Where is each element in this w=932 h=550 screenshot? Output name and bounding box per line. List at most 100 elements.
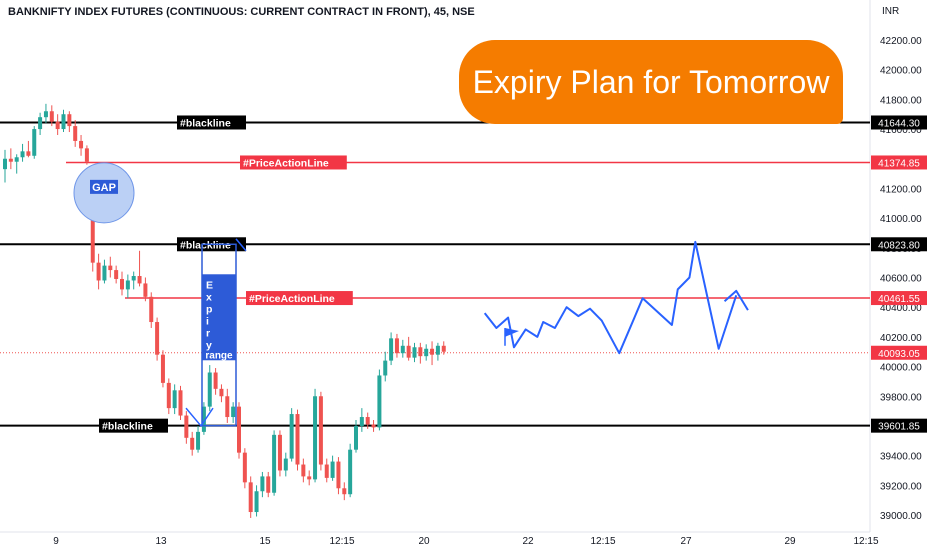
candle-body	[430, 348, 435, 355]
y-tick-label: 42200.00	[880, 36, 922, 47]
candle	[14, 154, 19, 174]
candle-body	[400, 345, 405, 354]
expiry-range-letter: E	[206, 279, 213, 291]
candle	[313, 388, 318, 483]
candle-body	[266, 476, 271, 493]
candle	[430, 341, 435, 366]
candle	[207, 365, 212, 412]
x-tick-label: 29	[784, 536, 796, 547]
y-tick-label: 41000.00	[880, 214, 922, 225]
candle	[336, 457, 341, 495]
candle-body	[120, 278, 124, 290]
candle	[400, 339, 405, 358]
candle-body	[260, 476, 265, 492]
y-tick-label: 39000.00	[880, 511, 922, 522]
blackline-price-tag	[871, 115, 927, 130]
candle	[231, 402, 236, 423]
candle-body	[418, 347, 423, 357]
candle	[8, 148, 13, 170]
candle-body	[231, 406, 236, 418]
candle	[406, 336, 411, 361]
candle-body	[383, 360, 388, 376]
candle-body	[412, 347, 417, 358]
candle-body	[90, 216, 95, 263]
candle-body	[424, 348, 429, 357]
candle-body	[143, 283, 148, 297]
y-tick-label: 40600.00	[880, 274, 922, 285]
candle	[295, 409, 300, 471]
candle-body	[20, 151, 25, 158]
candle-body	[377, 375, 382, 428]
candle	[114, 265, 119, 284]
candle-body	[38, 117, 43, 130]
blackline-label: #blackline	[180, 239, 231, 251]
candle-body	[219, 388, 224, 397]
candle	[371, 420, 376, 432]
y-tick-label: 40200.00	[880, 333, 922, 344]
candle-body	[67, 114, 72, 127]
candle	[137, 250, 142, 287]
currency-label: INR	[882, 6, 900, 17]
candle	[389, 332, 394, 366]
y-tick-label: 39200.00	[880, 481, 922, 492]
candle	[143, 277, 148, 302]
candle-body	[248, 482, 253, 513]
candle-body	[342, 488, 347, 495]
chart-title: BANKNIFTY INDEX FUTURES (CONTINUOUS: CUR…	[8, 6, 475, 18]
candle	[43, 103, 48, 124]
candle	[242, 448, 247, 489]
candle-body	[160, 354, 165, 383]
candle	[102, 259, 107, 284]
candle	[237, 402, 241, 459]
candle	[289, 408, 294, 462]
candle-body	[61, 114, 66, 130]
candle	[248, 476, 253, 518]
price-action-line-label: #PriceActionLine	[243, 157, 329, 169]
candle-body	[8, 158, 13, 162]
candle-body	[354, 425, 358, 450]
candle-body	[359, 417, 364, 426]
y-tick-label: 41600.00	[880, 125, 922, 136]
y-tick-label: 42000.00	[880, 66, 922, 77]
candle-body	[172, 390, 177, 409]
candle	[412, 342, 417, 363]
candle-body	[79, 140, 84, 149]
candle	[283, 452, 288, 477]
candle-body	[406, 345, 411, 358]
x-tick-label: 20	[418, 536, 430, 547]
blackline-label: #blackline	[102, 421, 153, 433]
candle	[277, 430, 282, 477]
y-tick-label: 40400.00	[880, 303, 922, 314]
candle	[394, 333, 399, 358]
candle	[160, 350, 165, 388]
x-tick-label: 27	[680, 536, 692, 547]
candle	[190, 431, 195, 456]
candle-body	[254, 491, 259, 513]
candle-body	[102, 265, 107, 281]
y-tick-label: 39400.00	[880, 452, 922, 463]
candle	[155, 317, 160, 361]
candle	[73, 120, 78, 147]
candle-body	[3, 158, 7, 170]
candle	[219, 384, 224, 403]
candle-body	[178, 390, 183, 416]
candle	[377, 369, 382, 431]
y-tick-label: 39800.00	[880, 392, 922, 403]
candle-body	[184, 415, 189, 438]
candle-body	[73, 126, 78, 141]
y-tick-label: 40000.00	[880, 363, 922, 374]
candle	[348, 443, 353, 498]
candle	[26, 140, 31, 158]
candle	[149, 292, 154, 328]
candle-body	[114, 270, 119, 279]
x-tick-label: 15	[259, 536, 271, 547]
blackline-label-box	[177, 115, 246, 130]
gap-label: GAP	[92, 182, 116, 194]
candle	[3, 149, 7, 183]
candle-body	[225, 396, 230, 418]
price-action-line-price-value: 41374.85	[878, 158, 920, 169]
candle	[79, 135, 84, 156]
candle	[196, 425, 201, 453]
candle-body	[43, 111, 48, 118]
